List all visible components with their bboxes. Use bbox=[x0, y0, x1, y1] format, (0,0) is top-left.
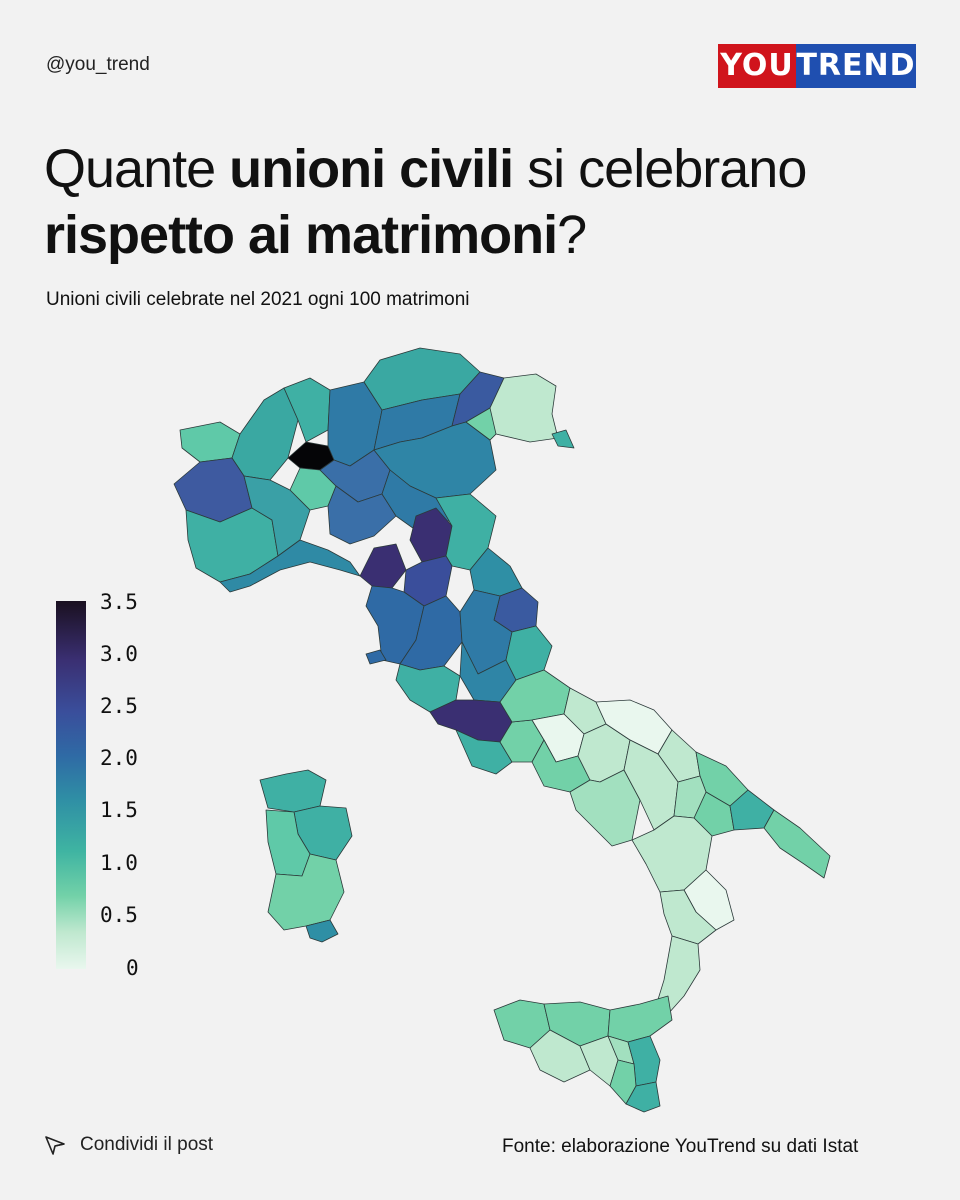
map-region-lecce bbox=[763, 809, 831, 879]
title-part-1: Quante bbox=[44, 139, 230, 199]
map-region-piemonte-north bbox=[231, 387, 299, 481]
italy-choropleth-map bbox=[173, 347, 831, 1113]
share-label: Condividi il post bbox=[80, 1134, 214, 1155]
logo-trend: TREND bbox=[796, 44, 916, 88]
youtrend-logo: YOU TREND bbox=[718, 44, 916, 88]
map-region-veneto bbox=[373, 421, 497, 499]
title-part-2: si celebrano bbox=[513, 139, 807, 199]
scale-tick-0-5: 0.5 bbox=[100, 903, 138, 927]
title-bold-2: rispetto ai matrimoni bbox=[44, 205, 558, 265]
map-region-sud-sardegna bbox=[267, 853, 345, 931]
map-region-aosta bbox=[179, 421, 241, 463]
scale-tick-3-5: 3.5 bbox=[100, 590, 138, 614]
map-region-siracusa bbox=[625, 1081, 661, 1113]
subtitle: Unioni civili celebrate nel 2021 ogni 10… bbox=[46, 289, 470, 310]
send-icon bbox=[45, 1136, 65, 1155]
map-region-reggio bbox=[655, 935, 701, 1015]
account-handle: @you_trend bbox=[46, 54, 150, 75]
map-region-messina bbox=[607, 995, 673, 1043]
map-region-ragusa bbox=[609, 1059, 637, 1105]
scale-tick-2-0: 2.0 bbox=[100, 746, 138, 770]
page-title: Quante unioni civili si celebrano rispet… bbox=[44, 136, 924, 268]
map-region-matera bbox=[673, 775, 707, 819]
map-region-cagliari bbox=[305, 919, 339, 943]
map-region-sassari bbox=[259, 769, 327, 813]
map-region-salerno bbox=[569, 769, 641, 847]
map-region-toscana-north bbox=[359, 543, 407, 589]
scale-tick-0: 0 bbox=[126, 956, 139, 980]
share-post-button[interactable]: Condividi il post bbox=[44, 1134, 213, 1156]
map-region-catanzaro bbox=[659, 889, 717, 945]
map-region-trieste bbox=[551, 429, 575, 449]
map-region-cosenza bbox=[631, 815, 713, 893]
map-region-roma bbox=[429, 699, 513, 743]
title-part-3: ? bbox=[557, 205, 587, 265]
scale-tick-1-5: 1.5 bbox=[100, 798, 138, 822]
map-region-pordenone bbox=[465, 407, 497, 441]
source-note: Fonte: elaborazione YouTrend su dati Ist… bbox=[502, 1136, 859, 1157]
scale-tick-1-0: 1.0 bbox=[100, 851, 138, 875]
logo-you: YOU bbox=[718, 44, 796, 88]
title-bold-1: unioni civili bbox=[229, 139, 514, 199]
scale-tick-2-5: 2.5 bbox=[100, 694, 138, 718]
scale-tick-3-0: 3.0 bbox=[100, 642, 138, 666]
color-scale-bar bbox=[56, 601, 86, 969]
map-region-elba bbox=[365, 649, 387, 665]
